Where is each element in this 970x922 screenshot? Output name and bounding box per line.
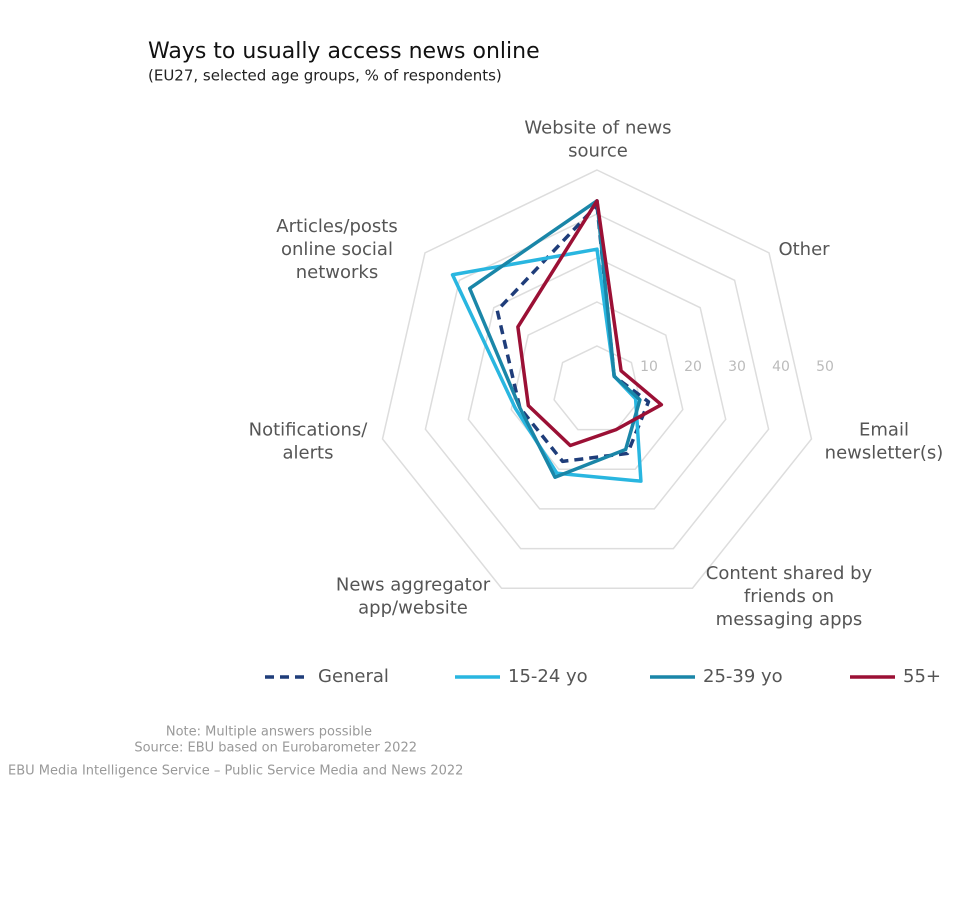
source: Source: EBU based on Eurobarometer 2022 xyxy=(134,741,417,756)
axis-label: newsletter(s) xyxy=(825,443,944,464)
axis-label: online social xyxy=(281,239,393,260)
grid-ring xyxy=(424,213,770,550)
series-line xyxy=(495,203,651,464)
axis-label: Content shared by xyxy=(706,563,873,584)
r-tick-label: 10 xyxy=(640,359,658,375)
axis-label: app/website xyxy=(358,598,468,619)
axis-label: Notifications/ xyxy=(249,420,369,441)
axis-label: source xyxy=(568,141,628,162)
series-line xyxy=(467,199,642,479)
axis-label: News aggregator xyxy=(336,575,491,596)
grid-ring xyxy=(381,169,813,589)
r-tick-label: 30 xyxy=(728,359,746,375)
legend-label: 25-39 yo xyxy=(703,666,783,687)
r-tick-label: 20 xyxy=(684,359,702,375)
chart-subtitle: (EU27, selected age groups, % of respond… xyxy=(148,67,502,85)
note: Note: Multiple answers possible xyxy=(166,725,372,740)
grid-ring xyxy=(510,301,684,471)
axis-label: Website of news xyxy=(524,118,671,139)
axis-label: Articles/posts xyxy=(276,216,397,237)
axis-label: Other xyxy=(778,239,830,260)
legend-label: 15-24 yo xyxy=(508,666,588,687)
legend-label: General xyxy=(318,666,389,687)
grid-ring xyxy=(553,345,641,431)
grid-ring xyxy=(467,257,727,510)
axis-label: messaging apps xyxy=(716,609,863,630)
axis-label: networks xyxy=(296,262,378,283)
axis-label: Email xyxy=(859,420,909,441)
chart-title: Ways to usually access news online xyxy=(148,39,540,64)
r-tick-label: 40 xyxy=(772,359,790,375)
axis-label: friends on xyxy=(744,586,834,607)
credit: EBU Media Intelligence Service – Public … xyxy=(8,764,463,779)
axis-label: alerts xyxy=(283,443,334,464)
r-tick-label: 50 xyxy=(816,359,834,375)
legend-label: 55+ xyxy=(903,666,941,687)
series-line xyxy=(516,199,664,448)
